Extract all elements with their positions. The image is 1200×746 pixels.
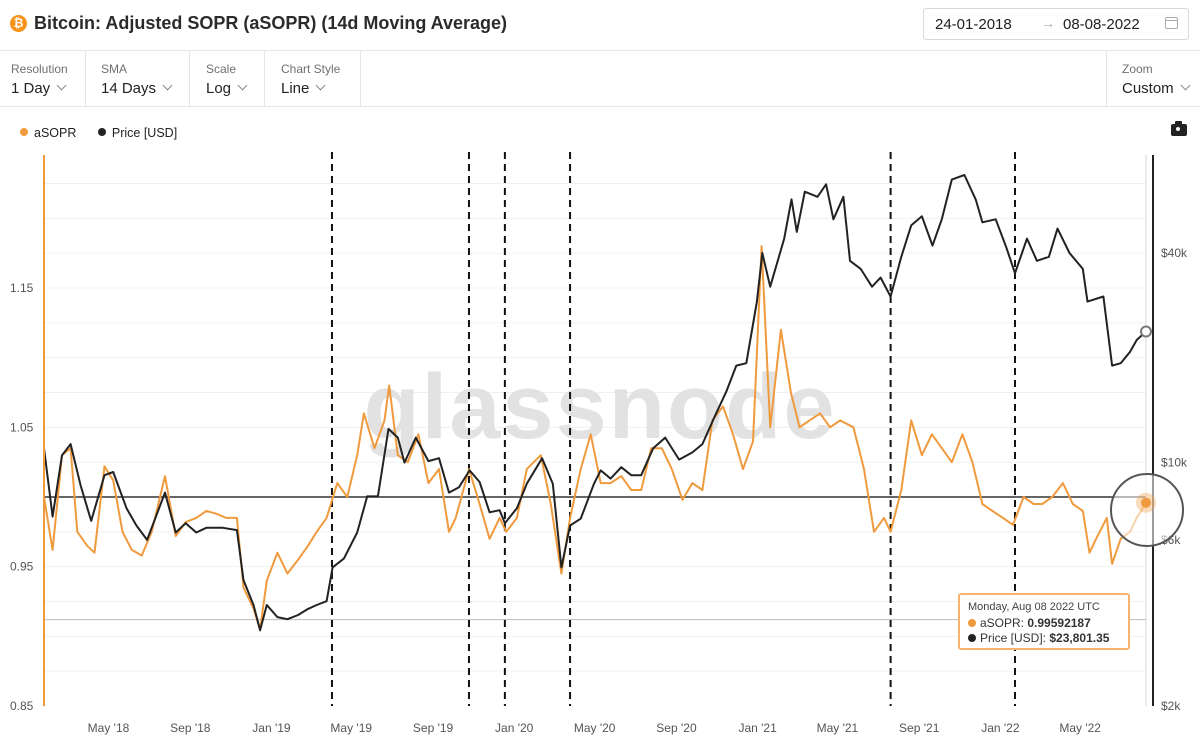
date-to[interactable]: 08-08-2022 [1063,16,1140,33]
hover-point-price [1140,325,1152,338]
date-range-picker[interactable]: 24-01-2018 → 08-08-2022 [923,8,1189,40]
x-tick-label: May '22 [1059,721,1101,735]
x-tick-label: May '20 [574,721,616,735]
tooltip-price-label: Price [USD]: [980,631,1047,645]
magnifier-lens [1110,473,1184,547]
arrow-right-icon: → [1041,15,1055,31]
series-line-price [43,174,1147,632]
x-tick-label: Jan '20 [495,721,534,735]
zoom-label: Zoom [1122,62,1153,76]
y-right-tick-label: $2k [1161,699,1181,713]
y-left-tick-label: 1.15 [10,281,34,295]
y-right-tick-label: $10k [1161,456,1188,470]
sma-label: SMA [101,62,128,76]
resolution-value[interactable]: 1 Day [11,80,67,97]
x-tick-label: Jan '22 [981,721,1020,735]
x-tick-label: May '18 [88,721,130,735]
tooltip-dot-price [968,634,976,642]
chevron-down-icon [162,80,173,91]
tooltip-dot-asopr [968,619,976,627]
chart-style-value[interactable]: Line [281,80,326,97]
y-left-tick-label: 0.95 [10,560,34,574]
sma-value[interactable]: 14 Days [101,80,173,97]
x-tick-label: Sep '20 [656,721,697,735]
tooltip-date: Monday, Aug 08 2022 UTC [968,601,1100,613]
legend-dot-asopr [20,128,28,137]
tooltip-asopr-label: aSOPR: [980,616,1025,630]
x-tick-label: May '21 [817,721,859,735]
y-right-tick-label: $40k [1161,246,1188,260]
tooltip-asopr-value: 0.99592187 [1027,616,1091,630]
zoom-dropdown[interactable]: Zoom Custom [1106,51,1200,106]
date-from[interactable]: 24-01-2018 [935,16,1012,33]
x-tick-label: Sep '18 [170,721,211,735]
resolution-label: Resolution [11,62,68,76]
tooltip-price-value: $23,801.35 [1049,631,1110,645]
y-left-tick-label: 1.05 [10,420,34,434]
series-line-asopr [43,245,1147,631]
legend-label-asopr: aSOPR [34,125,77,140]
chevron-down-icon [237,80,248,91]
x-tick-label: Sep '21 [899,721,940,735]
legend-dot-price [97,128,106,137]
chart-title: Bitcoin: Adjusted SOPR (aSOPR) (14d Movi… [34,13,508,33]
legend-label-price: Price [USD] [111,125,178,140]
calendar-icon[interactable] [1165,17,1178,29]
camera-icon[interactable] [1171,121,1187,136]
hover-point-asopr [1141,497,1151,508]
watermark: glassnode [363,356,836,458]
chart-legend: aSOPR Price [USD] [20,125,195,140]
chart-controls: Resolution 1 Day SMA 14 Days Scale Log C… [0,50,1200,107]
chevron-down-icon [1180,80,1191,91]
tooltip-row-price: Price [USD]: $23,801.35 [968,631,1109,645]
tooltip: Monday, Aug 08 2022 UTC aSOPR: 0.9959218… [958,593,1130,650]
scale-label: Scale [206,62,237,76]
chevron-down-icon [56,80,67,91]
chart-style-dropdown[interactable]: Chart Style Line [265,51,361,106]
legend-item-asopr[interactable]: aSOPR [20,126,76,140]
header: ₿ Bitcoin: Adjusted SOPR (aSOPR) (14d Mo… [0,0,1200,50]
chart-area: glassnode 1.151.050.950.85$40k$10k$6k$2k… [10,152,1188,735]
tooltip-row-asopr: aSOPR: 0.99592187 [968,616,1091,630]
scale-value[interactable]: Log [206,80,248,97]
x-tick-label: Jan '19 [252,721,291,735]
zoom-value[interactable]: Custom [1122,80,1191,97]
x-tick-label: May '19 [330,721,372,735]
x-tick-label: Sep '19 [413,721,454,735]
y-left-tick-label: 0.85 [10,699,34,713]
chevron-down-icon [315,80,326,91]
legend-item-price[interactable]: Price [USD] [97,125,178,140]
bitcoin-icon: ₿ [10,15,27,32]
scale-dropdown[interactable]: Scale Log [190,51,265,106]
x-tick-label: Jan '21 [738,721,777,735]
resolution-dropdown[interactable]: Resolution 1 Day [0,51,86,106]
chart-style-label: Chart Style [281,62,341,76]
hover-indicator [1110,155,1184,706]
sma-dropdown[interactable]: SMA 14 Days [86,51,190,106]
